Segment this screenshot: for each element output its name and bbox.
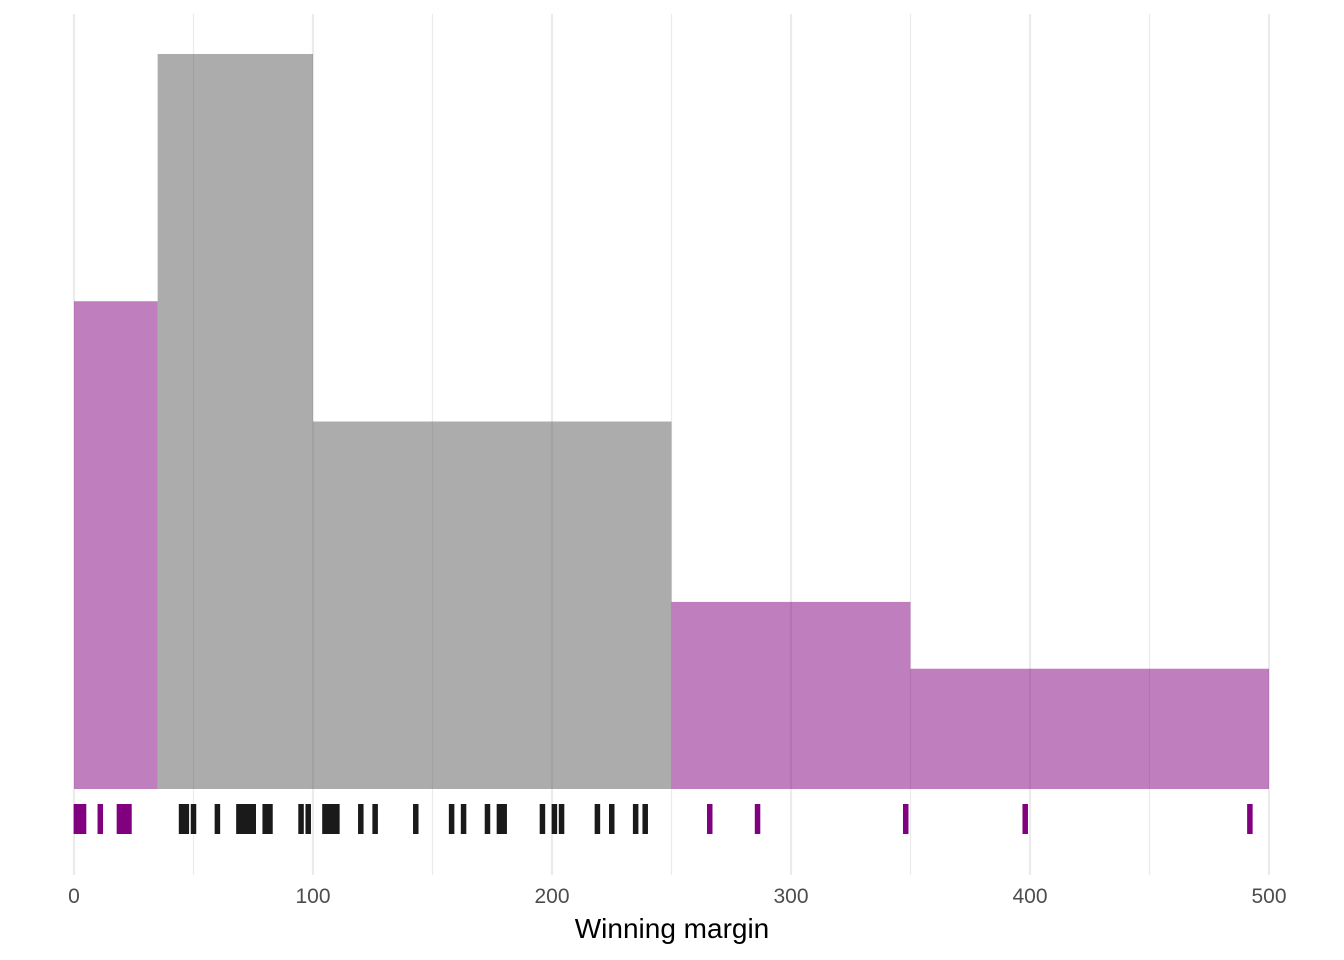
rug-mark — [594, 804, 601, 834]
rug-mark — [183, 804, 190, 834]
rug-mark — [298, 804, 304, 834]
x-axis-tick-labels: 0 100 200 300 400 500 — [68, 885, 1286, 908]
x-tick-label: 500 — [1251, 885, 1286, 908]
rug-mark — [460, 804, 467, 834]
rug-mark — [329, 804, 335, 834]
rug-mark — [358, 804, 364, 834]
rug-mark — [245, 804, 252, 834]
rug-mark — [267, 804, 273, 834]
rug-mark-highlight — [754, 804, 761, 834]
x-tick-label: 200 — [534, 885, 569, 908]
rug-mark — [632, 804, 639, 834]
rug-mark — [190, 804, 197, 834]
rug-mark — [413, 804, 419, 834]
rug-mark-highlight — [1247, 804, 1253, 834]
histogram-bar — [671, 601, 911, 789]
x-tick-label: 300 — [773, 885, 808, 908]
rug-mark — [448, 804, 455, 834]
x-tick-label: 0 — [68, 885, 80, 908]
histogram-bar — [313, 421, 672, 789]
rug-mark-highlight — [706, 804, 713, 834]
rug-mark — [539, 804, 546, 834]
rug-mark — [305, 804, 311, 834]
x-axis-title: Winning margin — [575, 913, 770, 944]
rug-mark — [501, 804, 507, 834]
rug-mark — [334, 804, 340, 834]
x-tick-label: 400 — [1012, 885, 1047, 908]
rug-mark — [372, 804, 378, 834]
rug-mark — [262, 804, 268, 834]
rug-mark — [250, 804, 256, 834]
rug-mark-highlight — [902, 804, 909, 834]
rug-mark-highlight — [80, 804, 87, 834]
histogram-bars — [74, 54, 1269, 789]
rug-mark — [178, 804, 185, 834]
rug-mark — [558, 804, 565, 834]
histogram-bar — [910, 668, 1269, 789]
rug-mark — [642, 804, 648, 834]
histogram-bar — [157, 54, 313, 789]
rug-mark — [214, 804, 221, 834]
x-tick-label: 100 — [295, 885, 330, 908]
rug-mark-highlight — [126, 804, 132, 834]
rug-marks — [73, 804, 1253, 834]
rug-mark-highlight — [97, 804, 104, 834]
histogram-bar — [74, 301, 158, 789]
rug-mark — [496, 804, 503, 834]
rug-mark — [609, 804, 615, 834]
rug-mark-highlight — [1022, 804, 1028, 834]
rug-mark — [551, 804, 558, 834]
rug-mark — [484, 804, 491, 834]
